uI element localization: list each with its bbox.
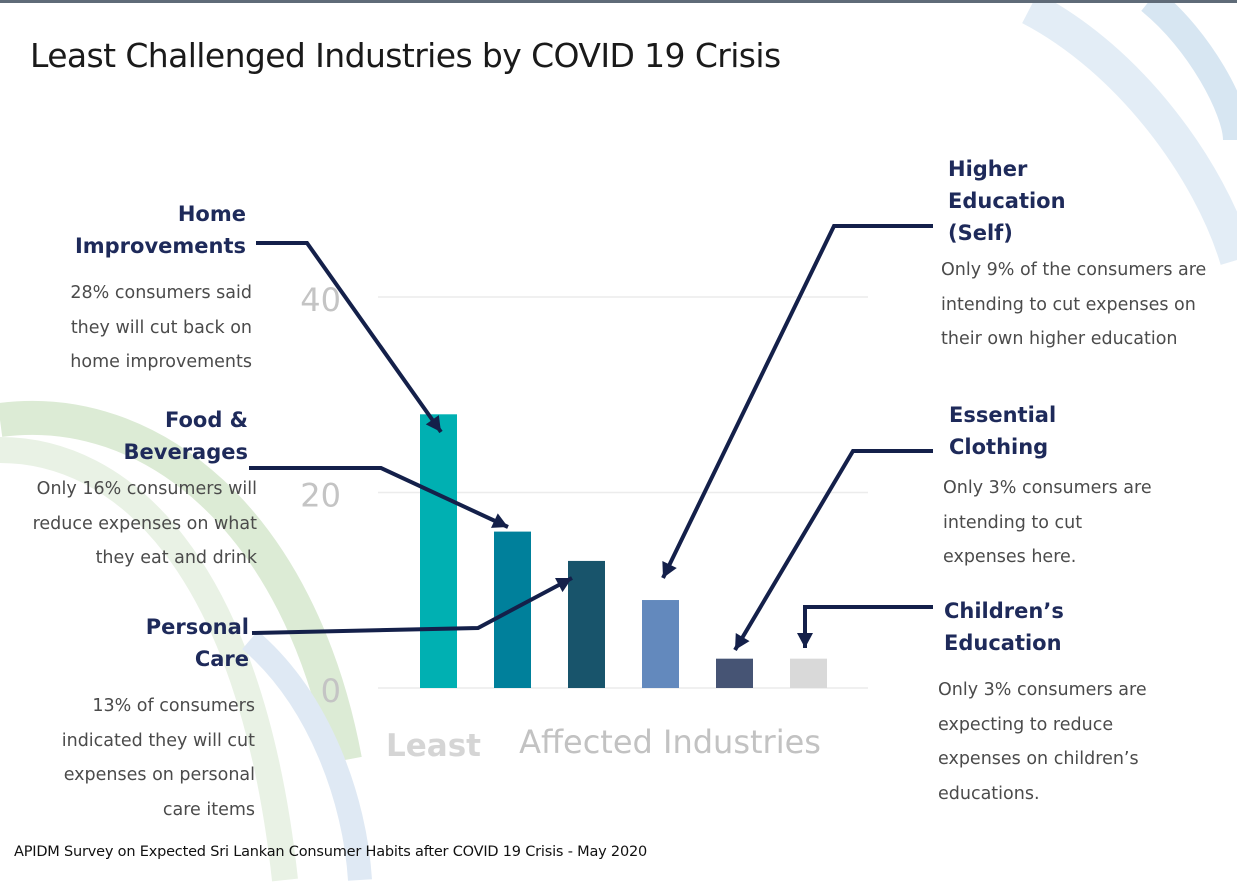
title-line: Education: [944, 631, 1062, 655]
title-line: Education: [948, 189, 1066, 213]
food-beverages-title: Food & Beverages: [124, 404, 248, 468]
arrow-head: [662, 561, 677, 578]
desc-line: educations.: [938, 783, 1040, 804]
arrow-head: [555, 577, 572, 593]
childrens-education-desc: Only 3% consumers are expecting to reduc…: [938, 673, 1147, 811]
desc-line: care items: [162, 799, 255, 820]
bar: [420, 414, 457, 688]
higher-education-title: Higher Education (Self): [948, 153, 1066, 249]
arrow-connector: [661, 224, 933, 579]
title-line: (Self): [948, 221, 1013, 245]
desc-line: their own higher education: [941, 329, 1178, 349]
bar: [642, 600, 679, 688]
title-line: Home: [177, 202, 246, 226]
desc-line: intending to cut: [943, 512, 1083, 533]
desc-line: expenses here.: [943, 547, 1077, 567]
bar: [568, 560, 605, 688]
desc-line: they eat and drink: [95, 548, 257, 568]
title-line: Personal: [145, 615, 249, 639]
arrow-connector: [256, 241, 443, 434]
least-label: Least: [386, 728, 481, 764]
higher-education-desc: Only 9% of the consumers are intending t…: [941, 253, 1206, 357]
arrow-connector: [251, 576, 573, 635]
desc-line: Only 9% of the consumers are: [941, 260, 1207, 280]
source-note: APIDM Survey on Expected Sri Lankan Cons…: [14, 844, 648, 860]
desc-line: they will cut back on: [70, 317, 252, 338]
page-title: Least Challenged Industries by COVID 19 …: [30, 36, 781, 75]
title-line: Improvements: [74, 234, 246, 258]
desc-line: reduce expenses on what: [32, 513, 257, 534]
desc-line: Only 3% consumers are: [938, 680, 1147, 700]
childrens-education-title: Children’s Education: [944, 595, 1064, 659]
desc-line: home improvements: [70, 352, 252, 372]
desc-line: 28% consumers said: [70, 283, 252, 303]
arrow-head: [491, 513, 508, 528]
essential-clothing-desc: Only 3% consumers are intending to cut e…: [943, 471, 1152, 575]
desc-line: Only 3% consumers are: [943, 478, 1152, 498]
x-axis-label: Affected Industries: [519, 723, 821, 761]
arrow-connector: [733, 449, 933, 652]
personal-care-title: Personal Care: [146, 611, 249, 675]
desc-line: indicated they will cut: [61, 730, 255, 751]
desc-line: intending to cut expenses on: [941, 294, 1196, 315]
desc-line: 13% of consumers: [92, 696, 255, 716]
y-tick-label: 40: [300, 281, 341, 319]
personal-care-desc: 13% of consumers indicated they will cut…: [62, 689, 255, 827]
desc-line: expenses on children’s: [938, 749, 1139, 769]
desc-line: expecting to reduce: [938, 714, 1114, 735]
title-line: Care: [194, 647, 249, 671]
title-line: Clothing: [949, 435, 1049, 459]
arrow-head: [425, 415, 441, 432]
bar: [716, 658, 753, 688]
home-improvements-desc: 28% consumers said they will cut back on…: [70, 276, 252, 380]
title-line: Beverages: [123, 440, 248, 464]
food-beverages-desc: Only 16% consumers will reduce expenses …: [33, 472, 257, 576]
essential-clothing-title: Essential Clothing: [949, 399, 1056, 463]
title-line: Higher: [948, 157, 1028, 181]
bar: [790, 658, 827, 688]
home-improvements-title: Home Improvements: [75, 198, 246, 262]
title-line: Food &: [164, 408, 248, 432]
arrow-head: [735, 633, 750, 650]
arrow-connector: [803, 605, 933, 648]
arrow-connector: [249, 466, 509, 529]
arrow-head: [797, 633, 813, 648]
top-border: [0, 0, 1237, 3]
desc-line: Only 16% consumers will: [36, 479, 257, 499]
y-tick-label: 20: [300, 477, 341, 515]
title-line: Essential: [949, 403, 1057, 427]
desc-line: expenses on personal: [63, 765, 255, 785]
y-tick-label: 0: [321, 672, 341, 710]
title-line: Children’s: [944, 599, 1064, 623]
